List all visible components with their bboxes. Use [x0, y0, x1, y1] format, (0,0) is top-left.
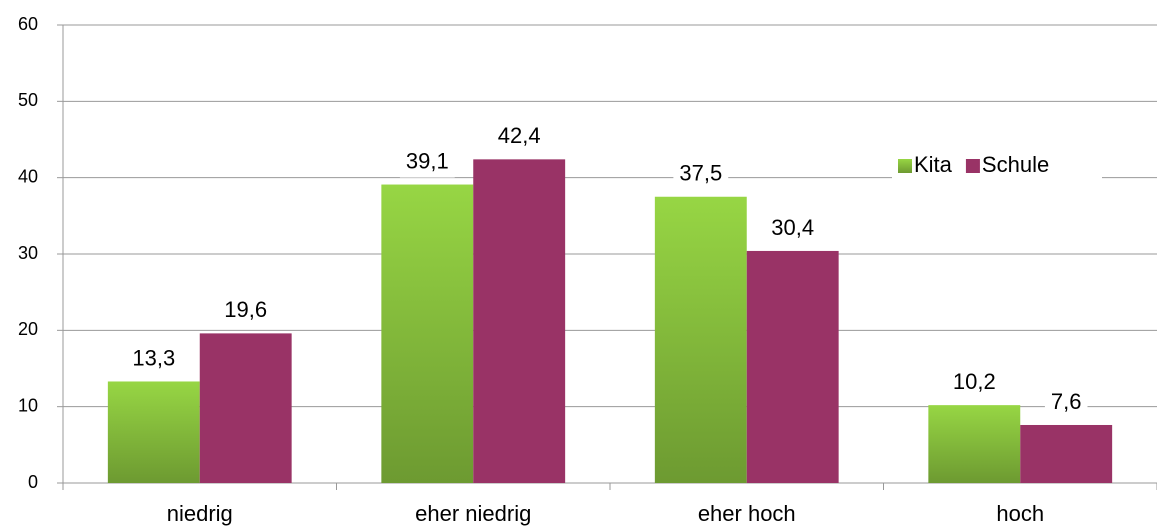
legend-label: Schule	[982, 152, 1049, 177]
value-label: 42,4	[498, 123, 541, 148]
value-label-bg	[765, 213, 821, 244]
legend-swatch	[965, 159, 980, 173]
bar	[654, 196, 747, 483]
bar	[746, 250, 839, 483]
value-label: 10,2	[953, 369, 996, 394]
bar	[473, 159, 566, 483]
value-label-bg	[1044, 387, 1088, 418]
y-tick-label: 0	[28, 472, 38, 492]
bar	[1020, 424, 1113, 483]
legend-bg	[892, 148, 1102, 184]
y-tick-label: 20	[18, 319, 38, 339]
value-label-bg	[126, 344, 182, 375]
bar	[107, 381, 200, 483]
value-label-bg	[491, 122, 547, 153]
value-label: 13,3	[132, 345, 175, 370]
value-label-bg	[218, 296, 274, 327]
y-tick-label: 10	[18, 395, 38, 415]
bar	[928, 405, 1021, 483]
value-label: 19,6	[224, 297, 267, 322]
value-label: 37,5	[679, 161, 722, 186]
value-label-bg	[399, 147, 455, 178]
x-tick-label: eher hoch	[698, 501, 796, 526]
value-label-bg	[673, 159, 729, 190]
y-tick-label: 30	[18, 243, 38, 263]
y-tick-label: 50	[18, 90, 38, 110]
x-tick-label: niedrig	[167, 501, 233, 526]
y-tick-label: 60	[18, 14, 38, 34]
value-label: 39,1	[406, 148, 449, 173]
y-tick-label: 40	[18, 166, 38, 186]
value-label-bg	[946, 368, 1002, 399]
bar	[199, 333, 292, 483]
bar	[381, 184, 474, 483]
value-label: 7,6	[1051, 389, 1082, 414]
x-tick-label: eher niedrig	[415, 501, 531, 526]
value-label: 30,4	[771, 215, 814, 240]
legend-swatch	[898, 159, 912, 173]
x-tick-label: hoch	[996, 501, 1044, 526]
legend-label: Kita	[914, 152, 953, 177]
